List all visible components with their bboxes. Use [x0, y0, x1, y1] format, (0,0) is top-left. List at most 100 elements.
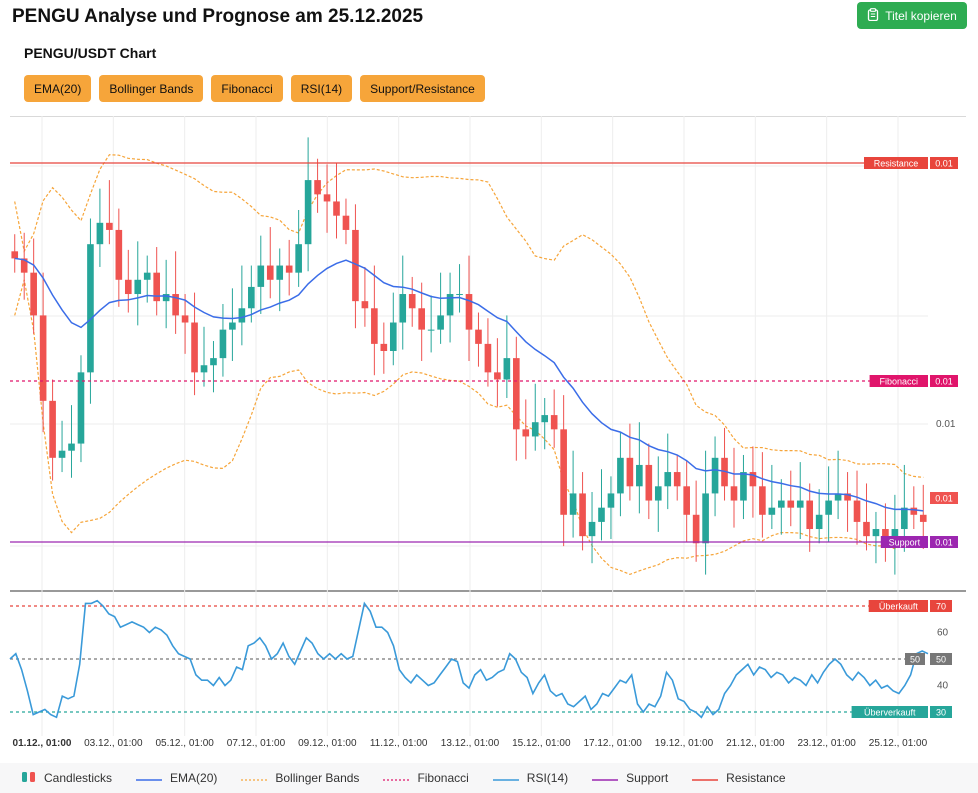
candlestick	[550, 389, 558, 448]
candle-body	[323, 194, 331, 202]
candle-body	[787, 500, 795, 508]
chart-area[interactable]: 01.12., 01:00 03.12., 01:00 05.12., 01:00 0…	[0, 116, 978, 756]
candle-body	[683, 486, 690, 515]
legend-item-candlesticks[interactable]: Candlesticks	[22, 771, 112, 786]
candlestick	[380, 322, 388, 374]
candlestick	[853, 470, 861, 545]
candle-body	[872, 529, 880, 537]
support-resistance-toggle-button[interactable]: Support/Resistance	[360, 75, 485, 102]
candle-body	[560, 429, 567, 515]
candlestick	[636, 422, 643, 514]
candlestick	[863, 483, 870, 551]
rsi-level-tag-bg	[868, 600, 928, 612]
candlestick	[106, 180, 113, 245]
candle-body	[853, 500, 861, 522]
fibonacci-value-tag-text: 0.01	[935, 377, 953, 387]
candle-body	[437, 315, 444, 330]
candlestick	[295, 210, 302, 287]
candlestick	[531, 383, 539, 451]
candle-body	[191, 322, 198, 373]
rsi-level-value-tag-text: 70	[936, 602, 946, 612]
candle-body	[134, 279, 142, 295]
legend-item-support[interactable]: Support	[592, 771, 668, 785]
resistance-tag: Resistance	[864, 157, 928, 169]
legend-item-rsi[interactable]: RSI(14)	[492, 771, 568, 785]
rsi-last-value-tag-text: 50	[910, 655, 920, 665]
candlestick	[891, 494, 899, 575]
resistance-value-tag-bg	[930, 157, 958, 169]
candle-body	[749, 472, 757, 487]
rsi-level-value-tag: 30	[930, 706, 952, 718]
page-title: PENGU Analyse und Prognose am 25.12.2025	[12, 6, 424, 27]
candle-body	[371, 308, 378, 344]
candlestick	[806, 483, 814, 552]
candle-body	[796, 500, 804, 508]
candle-body	[759, 486, 766, 515]
candle-body	[673, 472, 681, 487]
candle-body	[768, 507, 776, 515]
ema-line	[14, 257, 924, 512]
support-value-tag-text: 0.01	[935, 538, 953, 548]
candlestick	[143, 255, 151, 303]
candlestick	[768, 464, 776, 530]
candle-body	[200, 365, 208, 373]
candle-body	[484, 343, 492, 373]
candle-body	[58, 450, 66, 458]
candle-body	[238, 308, 246, 323]
candle-body	[248, 286, 255, 309]
candle-body	[77, 372, 85, 444]
candle-body	[418, 308, 425, 330]
candlestick	[58, 420, 66, 473]
candlestick	[645, 443, 653, 520]
rsi-toggle-button[interactable]: RSI(14)	[290, 75, 353, 102]
candle-body	[361, 301, 369, 309]
candlestick	[427, 295, 435, 353]
copy-button-label: Titel kopieren	[885, 8, 957, 23]
candlestick	[238, 265, 246, 346]
copy-title-button[interactable]: Titel kopieren	[857, 2, 967, 29]
candle-body	[304, 180, 312, 245]
candlestick	[721, 427, 728, 501]
candle-body	[494, 372, 501, 380]
legend-item-resistance[interactable]: Resistance	[692, 771, 786, 785]
candlestick	[560, 395, 567, 547]
legend-label: Candlesticks	[44, 771, 113, 785]
resistance-tag-bg	[864, 157, 928, 169]
rsi-axis-tick: 60	[937, 628, 949, 639]
fibonacci-toggle-button[interactable]: Fibonacci	[211, 75, 283, 102]
candlestick	[465, 255, 473, 361]
price-chart-svg[interactable]: 01.12., 01:00 03.12., 01:00 05.12., 01:00 0…	[0, 116, 978, 756]
candle-body	[740, 472, 747, 501]
legend-label: Fibonacci	[417, 771, 469, 785]
legend-item-bollinger[interactable]: Bollinger Bands	[241, 771, 359, 785]
candlestick	[503, 315, 511, 398]
resistance-value-tag-text: 0.01	[935, 159, 953, 169]
clipboard-icon	[867, 7, 879, 24]
candle-body	[352, 229, 359, 302]
candle-body	[702, 493, 709, 544]
candle-body	[531, 422, 539, 437]
candle-body	[49, 400, 56, 458]
candle-body	[598, 507, 605, 522]
candlestick	[181, 294, 189, 354]
rsi-level-tag-bg	[851, 706, 928, 718]
candlestick	[418, 282, 425, 361]
bollinger-toggle-button[interactable]: Bollinger Bands	[99, 75, 204, 102]
rsi-level-value-tag-bg	[930, 653, 952, 665]
support-tag-bg	[880, 536, 928, 548]
candlestick	[569, 450, 577, 538]
candlestick	[683, 460, 690, 542]
bollinger-lower-line	[14, 279, 924, 576]
candle-body	[636, 464, 643, 487]
ema-toggle-button[interactable]: EMA(20)	[24, 75, 92, 102]
candle-body	[39, 315, 47, 401]
candlestick	[266, 227, 274, 299]
candlestick	[759, 452, 766, 538]
candlestick	[371, 265, 378, 376]
candle-body	[664, 472, 672, 487]
support-value-tag-bg	[930, 536, 958, 548]
rsi-last-value-tag-bg	[905, 653, 925, 665]
legend-item-ema[interactable]: EMA(20)	[136, 771, 217, 785]
legend-item-fibonacci[interactable]: Fibonacci	[383, 771, 469, 785]
candlestick	[664, 433, 672, 510]
